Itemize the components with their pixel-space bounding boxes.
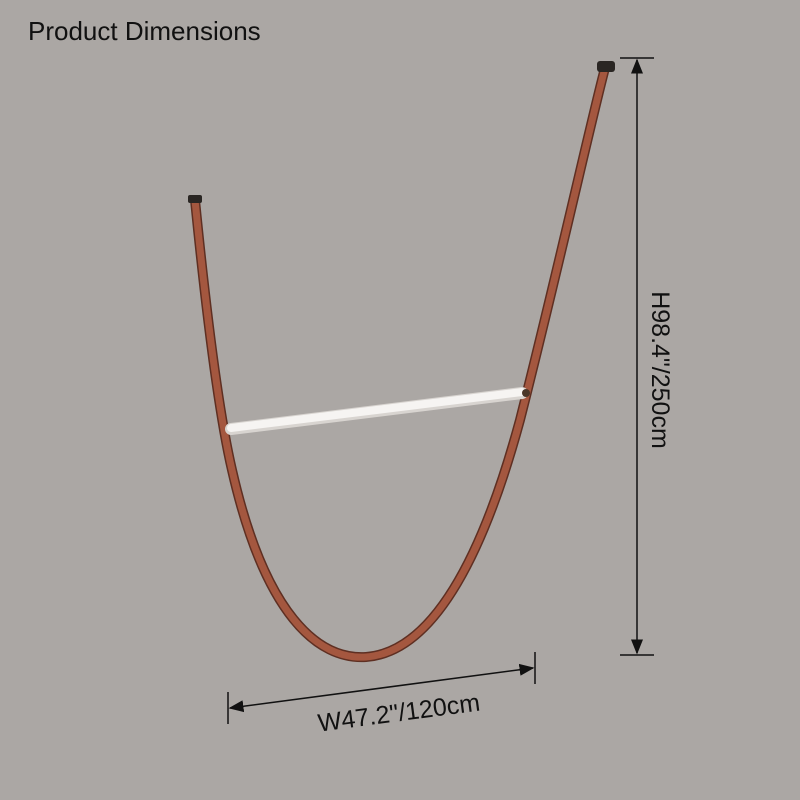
height-dimension: H98.4"/250cm <box>620 57 674 656</box>
title: Product Dimensions <box>28 16 261 46</box>
lamp <box>188 61 615 663</box>
height-label: H98.4"/250cm <box>646 291 674 449</box>
